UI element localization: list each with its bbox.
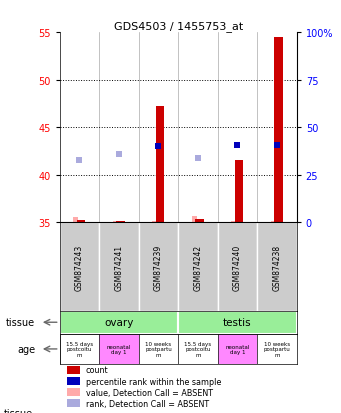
Bar bbox=[139, 334, 178, 365]
Title: GDS4503 / 1455753_at: GDS4503 / 1455753_at bbox=[114, 21, 243, 32]
Bar bbox=[155, 107, 164, 223]
Bar bbox=[67, 399, 80, 407]
Bar bbox=[73, 218, 78, 223]
Bar bbox=[77, 221, 85, 223]
Bar bbox=[99, 223, 139, 311]
Text: GSM874238: GSM874238 bbox=[272, 244, 281, 290]
Bar bbox=[60, 311, 178, 334]
Text: 15.5 days
postcoitu
m: 15.5 days postcoitu m bbox=[66, 341, 93, 357]
Text: GSM874242: GSM874242 bbox=[193, 244, 203, 290]
Bar bbox=[67, 377, 80, 385]
Bar bbox=[116, 221, 125, 223]
Bar bbox=[192, 217, 197, 223]
Bar bbox=[139, 223, 178, 311]
Bar bbox=[67, 366, 80, 374]
Text: age: age bbox=[17, 344, 35, 354]
Bar bbox=[231, 221, 236, 223]
Bar bbox=[99, 334, 139, 365]
Text: GSM874241: GSM874241 bbox=[115, 244, 123, 290]
Text: GSM874240: GSM874240 bbox=[233, 244, 242, 290]
Text: testis: testis bbox=[223, 318, 252, 328]
Bar bbox=[67, 388, 80, 396]
Text: 10 weeks
postpartu
m: 10 weeks postpartu m bbox=[264, 341, 290, 357]
Text: GSM874243: GSM874243 bbox=[75, 244, 84, 290]
Bar bbox=[60, 223, 99, 311]
Bar bbox=[271, 221, 276, 223]
Bar bbox=[235, 161, 243, 223]
Text: tissue: tissue bbox=[3, 408, 32, 413]
Bar bbox=[60, 334, 99, 365]
Text: tissue: tissue bbox=[6, 318, 35, 328]
Bar bbox=[113, 221, 118, 223]
Text: ovary: ovary bbox=[104, 318, 134, 328]
Bar bbox=[257, 223, 297, 311]
Text: value, Detection Call = ABSENT: value, Detection Call = ABSENT bbox=[86, 388, 213, 397]
Text: 10 weeks
postpartu
m: 10 weeks postpartu m bbox=[145, 341, 172, 357]
Bar bbox=[218, 223, 257, 311]
Bar bbox=[195, 220, 204, 223]
Text: percentile rank within the sample: percentile rank within the sample bbox=[86, 377, 221, 386]
Text: neonatal
day 1: neonatal day 1 bbox=[225, 344, 250, 354]
Bar bbox=[178, 311, 297, 334]
Text: rank, Detection Call = ABSENT: rank, Detection Call = ABSENT bbox=[86, 399, 209, 408]
Text: 15.5 days
postcoitu
m: 15.5 days postcoitu m bbox=[184, 341, 211, 357]
Bar bbox=[152, 221, 158, 223]
Text: neonatal
day 1: neonatal day 1 bbox=[107, 344, 131, 354]
Bar bbox=[178, 223, 218, 311]
Text: GSM874239: GSM874239 bbox=[154, 244, 163, 290]
Text: count: count bbox=[86, 366, 108, 375]
Bar bbox=[178, 334, 218, 365]
Bar bbox=[218, 334, 257, 365]
Bar bbox=[274, 38, 283, 223]
Bar bbox=[257, 334, 297, 365]
